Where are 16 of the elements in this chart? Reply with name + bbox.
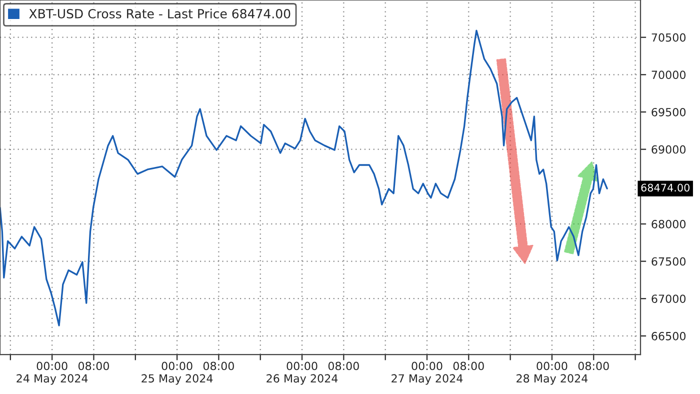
line-series bbox=[0, 30, 608, 326]
y-tick-label: 69000 bbox=[652, 145, 686, 154]
y-tick-label: 70500 bbox=[652, 33, 686, 42]
y-tick-label: 67000 bbox=[652, 294, 686, 303]
y-tick-label: 68000 bbox=[652, 220, 686, 228]
legend-label: XBT-USD Cross Rate - Last Price 68474.00 bbox=[29, 8, 290, 18]
y-tick-label: 70000 bbox=[652, 70, 686, 80]
x-tick-label: 08:00 bbox=[328, 362, 359, 370]
y-tick-label: 66500 bbox=[652, 332, 686, 340]
text: 68474.00 bbox=[641, 184, 690, 192]
x-tick-label: 08:00 bbox=[453, 362, 484, 370]
x-tick-label: 08:00 bbox=[78, 362, 110, 370]
y-tick-label: 69500 bbox=[652, 108, 686, 116]
y-tick-label: 67500 bbox=[652, 257, 686, 266]
x-tick-label: 08:00 bbox=[578, 362, 609, 370]
x-tick-label: 08:00 bbox=[203, 362, 234, 370]
